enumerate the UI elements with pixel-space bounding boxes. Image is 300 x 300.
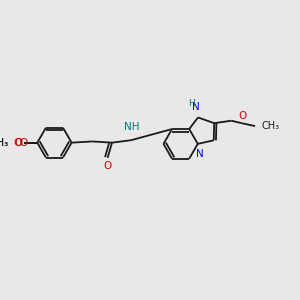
Text: O: O (103, 161, 112, 171)
Text: O: O (20, 138, 28, 148)
Text: N: N (192, 102, 200, 112)
Text: N: N (196, 149, 203, 159)
Text: CH₃: CH₃ (262, 121, 280, 131)
Text: O: O (239, 111, 247, 121)
Text: H: H (188, 99, 194, 108)
Text: O: O (14, 138, 22, 148)
Text: CH₃: CH₃ (0, 138, 9, 148)
Text: NH: NH (124, 122, 140, 132)
Text: CH₃: CH₃ (0, 138, 9, 148)
Text: O: O (14, 138, 22, 148)
